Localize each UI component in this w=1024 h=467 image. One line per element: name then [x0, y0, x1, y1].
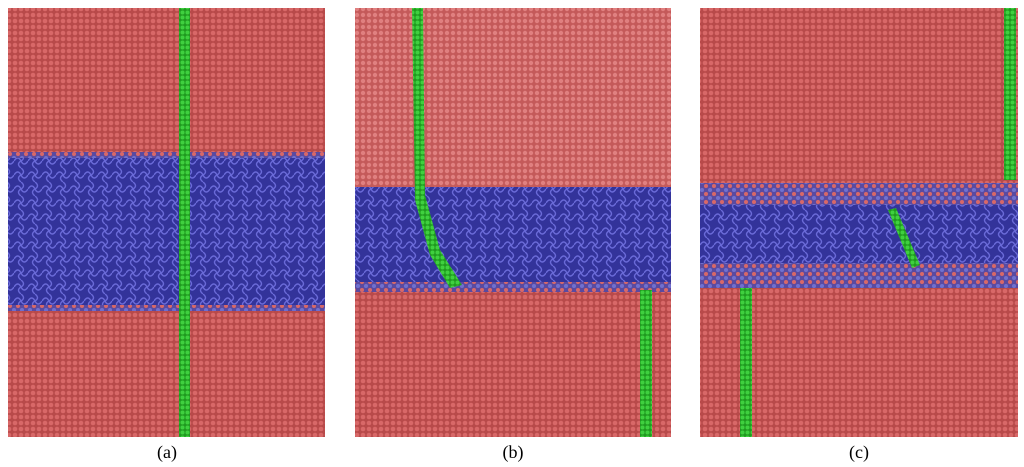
grain-boundary	[888, 208, 920, 268]
panel-label: (c)	[849, 442, 869, 463]
metal-layer	[355, 290, 671, 437]
interface	[355, 282, 671, 292]
grain-boundary	[412, 8, 462, 288]
panel-a	[8, 8, 325, 437]
grain-boundary	[1004, 8, 1016, 180]
polymer-layer	[8, 155, 325, 308]
panel-label: (a)	[157, 442, 177, 463]
panel-c	[700, 8, 1018, 437]
panel-label: (b)	[503, 442, 524, 463]
grain-boundary	[179, 8, 190, 437]
interface	[8, 305, 325, 311]
interface	[8, 152, 325, 158]
polymer-layer	[355, 187, 671, 290]
panel-b	[355, 8, 671, 437]
grain-boundary	[640, 290, 652, 437]
grain-boundary	[740, 288, 752, 437]
metal-layer	[355, 8, 671, 188]
polymer-layer	[700, 205, 1018, 263]
